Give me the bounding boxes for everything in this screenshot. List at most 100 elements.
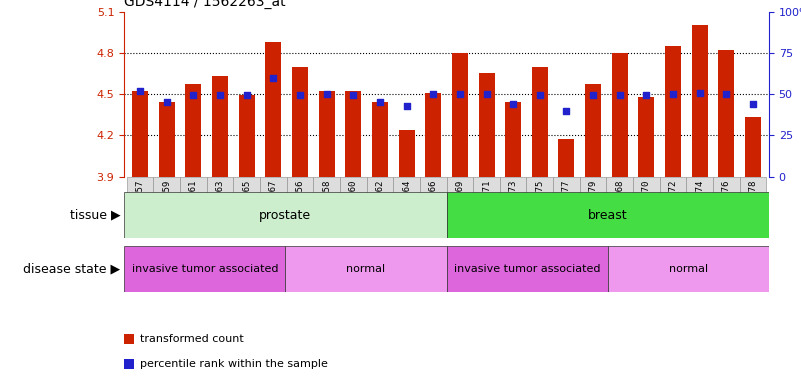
Bar — [265, 42, 281, 177]
Bar — [505, 102, 521, 177]
Bar — [127, 177, 154, 232]
Point — [694, 89, 706, 96]
Bar — [665, 46, 681, 177]
Bar — [612, 53, 628, 177]
Point — [240, 93, 253, 99]
Point — [347, 93, 360, 99]
Bar — [718, 50, 735, 177]
Text: GSM662762: GSM662762 — [376, 179, 384, 228]
Bar — [340, 177, 367, 232]
Point — [640, 93, 653, 99]
Text: GSM662769: GSM662769 — [456, 179, 465, 228]
Text: GSM662773: GSM662773 — [509, 179, 517, 228]
Point — [267, 74, 280, 81]
Point — [453, 91, 466, 97]
Text: GSM662761: GSM662761 — [189, 179, 198, 228]
Text: GSM662757: GSM662757 — [135, 179, 145, 228]
Bar — [372, 102, 388, 177]
Text: invasive tumor associated: invasive tumor associated — [454, 264, 601, 274]
Point — [480, 91, 493, 97]
Text: GSM662758: GSM662758 — [322, 179, 331, 228]
Bar — [207, 177, 233, 232]
Bar — [154, 177, 180, 232]
Text: GSM662777: GSM662777 — [562, 179, 571, 228]
Text: GSM662775: GSM662775 — [535, 179, 545, 228]
Bar — [367, 177, 393, 232]
Text: GSM662759: GSM662759 — [163, 179, 171, 228]
Bar — [132, 91, 148, 177]
Bar — [713, 177, 739, 232]
Bar — [447, 192, 769, 238]
Bar — [553, 177, 580, 232]
Bar — [739, 177, 767, 232]
Bar — [633, 177, 660, 232]
Point — [400, 103, 413, 109]
Point — [614, 93, 626, 99]
Text: GDS4114 / 1562263_at: GDS4114 / 1562263_at — [124, 0, 286, 9]
Point — [533, 93, 546, 99]
Bar — [260, 177, 287, 232]
Point — [507, 101, 520, 107]
Point — [187, 93, 199, 99]
Bar — [186, 84, 201, 177]
Bar — [686, 177, 713, 232]
Text: GSM662763: GSM662763 — [215, 179, 224, 228]
Point — [320, 91, 333, 97]
Bar — [638, 97, 654, 177]
Bar — [606, 177, 633, 232]
Bar — [425, 93, 441, 177]
Bar — [585, 84, 601, 177]
Bar — [287, 177, 313, 232]
Point — [560, 108, 573, 114]
Point — [160, 99, 173, 105]
Text: GSM662765: GSM662765 — [242, 179, 252, 228]
Text: GSM662776: GSM662776 — [722, 179, 731, 228]
Text: GSM662767: GSM662767 — [269, 179, 278, 228]
Bar — [345, 91, 361, 177]
Bar — [393, 177, 420, 232]
Text: transformed count: transformed count — [140, 334, 244, 344]
Text: GSM662764: GSM662764 — [402, 179, 411, 228]
Bar — [526, 177, 553, 232]
Point — [134, 88, 147, 94]
Text: GSM662779: GSM662779 — [589, 179, 598, 228]
Bar — [124, 192, 447, 238]
Bar — [124, 246, 285, 292]
Point — [214, 93, 227, 99]
Text: percentile rank within the sample: percentile rank within the sample — [140, 359, 328, 369]
Point — [720, 91, 733, 97]
Bar — [180, 177, 207, 232]
Text: disease state ▶: disease state ▶ — [23, 262, 120, 275]
Point — [373, 99, 386, 105]
Text: tissue ▶: tissue ▶ — [70, 209, 120, 222]
Text: GSM662778: GSM662778 — [748, 179, 758, 228]
Text: GSM662772: GSM662772 — [669, 179, 678, 228]
Bar — [212, 76, 228, 177]
Bar — [452, 53, 468, 177]
Text: GSM662774: GSM662774 — [695, 179, 704, 228]
Bar — [692, 25, 707, 177]
Bar — [447, 246, 608, 292]
Bar — [159, 102, 175, 177]
Point — [586, 93, 599, 99]
Bar — [745, 118, 761, 177]
Bar — [285, 246, 447, 292]
Point — [427, 91, 440, 97]
Bar — [473, 177, 500, 232]
Text: GSM662766: GSM662766 — [429, 179, 437, 228]
Text: GSM662760: GSM662760 — [348, 179, 358, 228]
Bar — [292, 66, 308, 177]
Bar — [420, 177, 447, 232]
Bar — [319, 91, 335, 177]
Text: prostate: prostate — [260, 209, 312, 222]
Bar — [558, 139, 574, 177]
Text: normal: normal — [346, 264, 385, 274]
Bar — [608, 246, 769, 292]
Point — [294, 93, 307, 99]
Text: GSM662768: GSM662768 — [615, 179, 624, 228]
Bar — [239, 96, 255, 177]
Bar — [660, 177, 686, 232]
Bar — [580, 177, 606, 232]
Text: breast: breast — [588, 209, 627, 222]
Bar — [233, 177, 260, 232]
